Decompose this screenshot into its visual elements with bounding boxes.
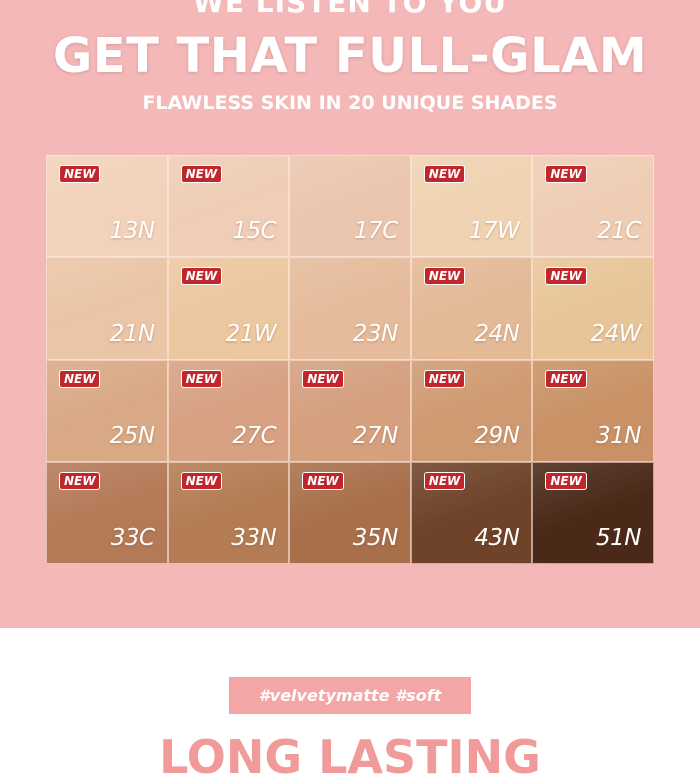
shade-swatch: NEW 35N [289, 461, 411, 564]
shade-label: 17C [353, 218, 398, 245]
shade-swatch: NEW 25N [46, 359, 168, 462]
hero-background: WE LISTEN TO YOU GET THAT FULL-GLAM FLAW… [0, 0, 700, 628]
new-badge: NEW [423, 267, 466, 286]
shade-label: 15C [232, 218, 277, 245]
shade-label: 17W [468, 218, 520, 245]
shade-label: 24N [474, 320, 520, 347]
title: GET THAT FULL-GLAM [52, 28, 648, 84]
shade-swatch: NEW 21C [532, 155, 654, 258]
pretitle: WE LISTEN TO YOU [192, 0, 508, 19]
shade-label: 29N [474, 422, 520, 449]
new-badge: NEW [545, 369, 587, 388]
new-badge: NEW [423, 369, 466, 388]
shade-swatch: NEW 15C [167, 155, 290, 258]
shade-swatch: NEW 33N [167, 461, 290, 564]
shade-label: 27N [352, 422, 398, 449]
shade-swatch: NEW 24W [532, 257, 654, 360]
shade-swatch: NEW 27N [289, 359, 411, 462]
shade-label: 21C [597, 218, 641, 245]
shade-swatch: NEW 21W [167, 257, 290, 360]
new-badge: NEW [545, 267, 587, 286]
hashtag: #velvetymatte #soft [229, 677, 471, 714]
shade-label: 33C [110, 525, 155, 551]
new-badge: NEW [59, 471, 101, 490]
shade-label: 27C [232, 422, 277, 449]
new-badge: NEW [180, 369, 223, 388]
shade-swatch: NEW 13N [46, 155, 168, 258]
shade-swatch: NEW 33C [46, 461, 168, 564]
shade-label: 24W [590, 320, 641, 347]
new-badge: NEW [545, 471, 587, 490]
new-badge: NEW [423, 471, 466, 490]
shade-label: 33N [231, 525, 277, 551]
shade-swatch: NEW 27C [167, 359, 290, 462]
shade-label: 23N [352, 320, 398, 347]
shade-swatch: NEW 17W [410, 155, 533, 258]
shade-label: 31N [596, 422, 641, 449]
shade-swatch: 17C [289, 155, 411, 258]
shade-label: 25N [109, 422, 155, 449]
new-badge: NEW [180, 471, 223, 490]
shade-swatch: NEW 43N [410, 461, 533, 564]
shade-label: 43N [474, 525, 520, 551]
new-badge: NEW [180, 267, 223, 286]
shade-label: 35N [352, 525, 398, 551]
shade-label: 21N [109, 320, 155, 347]
shade-label: 51N [596, 525, 641, 551]
shade-swatch: NEW 51N [532, 461, 654, 564]
subtitle: FLAWLESS SKIN IN 20 UNIQUE SHADES [142, 92, 558, 114]
new-badge: NEW [302, 471, 344, 490]
shade-swatch: NEW 24N [410, 257, 533, 360]
new-badge: NEW [59, 369, 101, 388]
shade-label: 21W [225, 320, 277, 347]
shade-swatch: 21N [46, 257, 168, 360]
new-badge: NEW [302, 369, 344, 388]
shade-swatch: NEW 31N [532, 359, 654, 462]
shade-grid: NEW 13N NEW 15C 17C NEW 17W NEW 21C 21N NEW 21W 23N N… [46, 155, 654, 564]
section-title: LONG LASTING [159, 730, 541, 784]
shade-swatch: NEW 29N [410, 359, 533, 462]
new-badge: NEW [423, 165, 466, 183]
new-badge: NEW [59, 165, 101, 183]
shade-label: 13N [109, 218, 155, 245]
shade-swatch: 23N [289, 257, 411, 360]
new-badge: NEW [180, 165, 223, 183]
new-badge: NEW [545, 165, 587, 183]
